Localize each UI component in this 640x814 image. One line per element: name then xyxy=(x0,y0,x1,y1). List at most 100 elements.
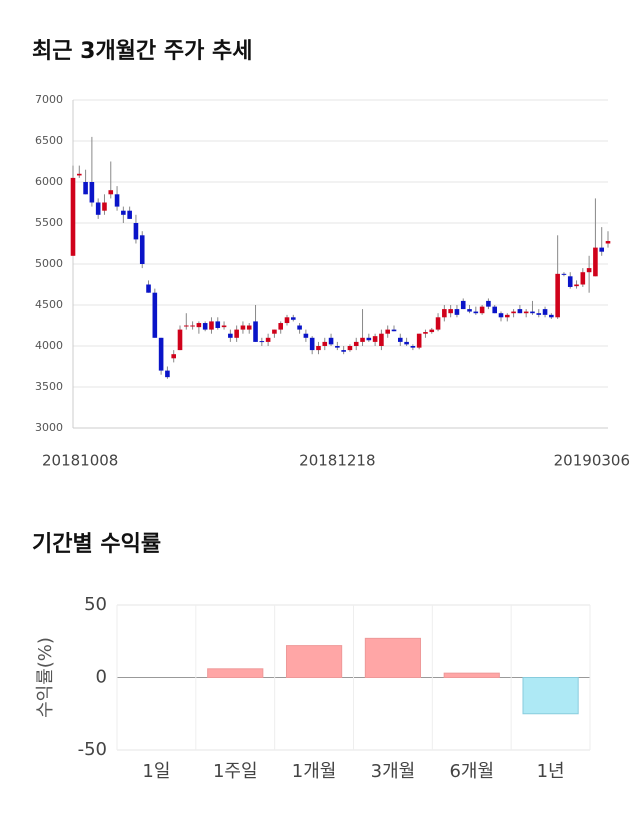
candle-body xyxy=(347,346,353,351)
candle-body xyxy=(492,306,498,314)
candle-body xyxy=(177,329,183,351)
candle-body xyxy=(410,346,416,348)
candle-body xyxy=(202,323,208,330)
y-tick-label: 3000 xyxy=(35,421,63,434)
candle-body xyxy=(536,313,542,315)
candle-body xyxy=(605,241,611,244)
bar xyxy=(207,668,264,678)
bar xyxy=(443,672,500,679)
candle-body xyxy=(139,235,145,264)
candle-body xyxy=(335,346,340,348)
candle-body xyxy=(221,325,227,328)
y-tick-label: 7000 xyxy=(35,93,63,106)
candle-body xyxy=(517,309,523,314)
x-tick-label: 1년 xyxy=(537,761,565,782)
candle-body xyxy=(542,309,548,315)
candle-body xyxy=(486,300,491,307)
y-tick-label: 4500 xyxy=(35,298,63,311)
candle-body xyxy=(183,325,189,327)
candle-body xyxy=(460,300,466,310)
candle-body xyxy=(89,182,95,203)
candle-body xyxy=(353,341,359,346)
candle-body xyxy=(196,323,202,328)
candle-body xyxy=(253,321,258,342)
candle-body xyxy=(523,311,529,314)
candle-body xyxy=(385,329,391,334)
candle-body xyxy=(95,202,101,215)
y-axis-label: 수익률(%) xyxy=(35,637,56,718)
candle-body xyxy=(442,309,447,318)
candle-body xyxy=(498,313,504,318)
x-tick-label: 1개월 xyxy=(292,761,337,782)
candle-body xyxy=(580,272,586,285)
chart-title: 최근 3개월간 주가 추세 xyxy=(32,39,252,64)
candle-body xyxy=(165,370,170,378)
candle-body xyxy=(549,314,554,318)
candle-body xyxy=(416,333,422,348)
candle-body xyxy=(379,333,384,346)
x-tick-label: 1주일 xyxy=(213,761,258,782)
candle-body xyxy=(290,317,296,320)
candle-body xyxy=(316,346,321,351)
candle-body xyxy=(473,311,479,314)
y-tick-label: 0 xyxy=(96,667,107,688)
candle-body xyxy=(265,337,271,342)
y-tick-label: 6000 xyxy=(35,175,63,188)
candle-body xyxy=(391,329,397,332)
candle-body xyxy=(127,210,132,219)
x-tick-label: 20181218 xyxy=(299,452,375,470)
candle-body xyxy=(70,177,76,256)
candle-body xyxy=(567,276,573,287)
candle-body xyxy=(171,354,177,359)
y-tick-label: 4000 xyxy=(35,339,63,352)
candle-body xyxy=(190,325,195,327)
candle-body xyxy=(586,268,592,273)
x-tick-label: 3개월 xyxy=(371,761,416,782)
candle-body xyxy=(555,273,560,318)
candle-body xyxy=(121,210,126,215)
candle-body xyxy=(133,223,139,240)
candle-body xyxy=(372,336,378,342)
candle-body xyxy=(435,317,441,330)
x-tick-label: 20190306 xyxy=(554,452,630,470)
candle-body xyxy=(76,173,82,176)
candle-body xyxy=(278,323,284,330)
candle-body xyxy=(297,325,302,330)
candle-body xyxy=(284,317,290,324)
candle-body xyxy=(240,325,246,330)
y-tick-label: 5000 xyxy=(35,257,63,270)
candle-body xyxy=(83,182,88,195)
chart-title: 기간별 수익률 xyxy=(32,532,161,557)
candle-body xyxy=(322,341,328,346)
candle-body xyxy=(467,309,472,312)
bar xyxy=(285,645,343,678)
y-tick-label: 6500 xyxy=(35,134,63,147)
bar xyxy=(522,677,579,715)
candle-body xyxy=(454,309,460,315)
candle-body xyxy=(429,329,435,333)
candle-body xyxy=(530,311,535,314)
candle-body xyxy=(448,309,453,314)
candle-body xyxy=(209,321,214,330)
candle-body xyxy=(599,247,605,252)
candle-body xyxy=(511,311,516,314)
candle-body xyxy=(272,329,277,334)
candle-body xyxy=(593,247,598,277)
candle-body xyxy=(102,202,107,211)
candle-body xyxy=(259,341,265,343)
candle-body xyxy=(328,337,334,345)
candle-body xyxy=(114,194,120,207)
y-tick-label: -50 xyxy=(78,739,107,760)
x-tick-label: 20181008 xyxy=(42,452,118,470)
candle-body xyxy=(146,284,151,293)
y-tick-label: 3500 xyxy=(35,380,63,393)
candle-body xyxy=(228,333,233,338)
candle-body xyxy=(303,333,309,338)
candle-body xyxy=(158,337,164,371)
candle-body xyxy=(479,306,485,314)
candle-body xyxy=(108,190,114,195)
candle-body xyxy=(341,350,346,352)
candle-body xyxy=(366,337,372,341)
candle-body xyxy=(309,337,315,351)
